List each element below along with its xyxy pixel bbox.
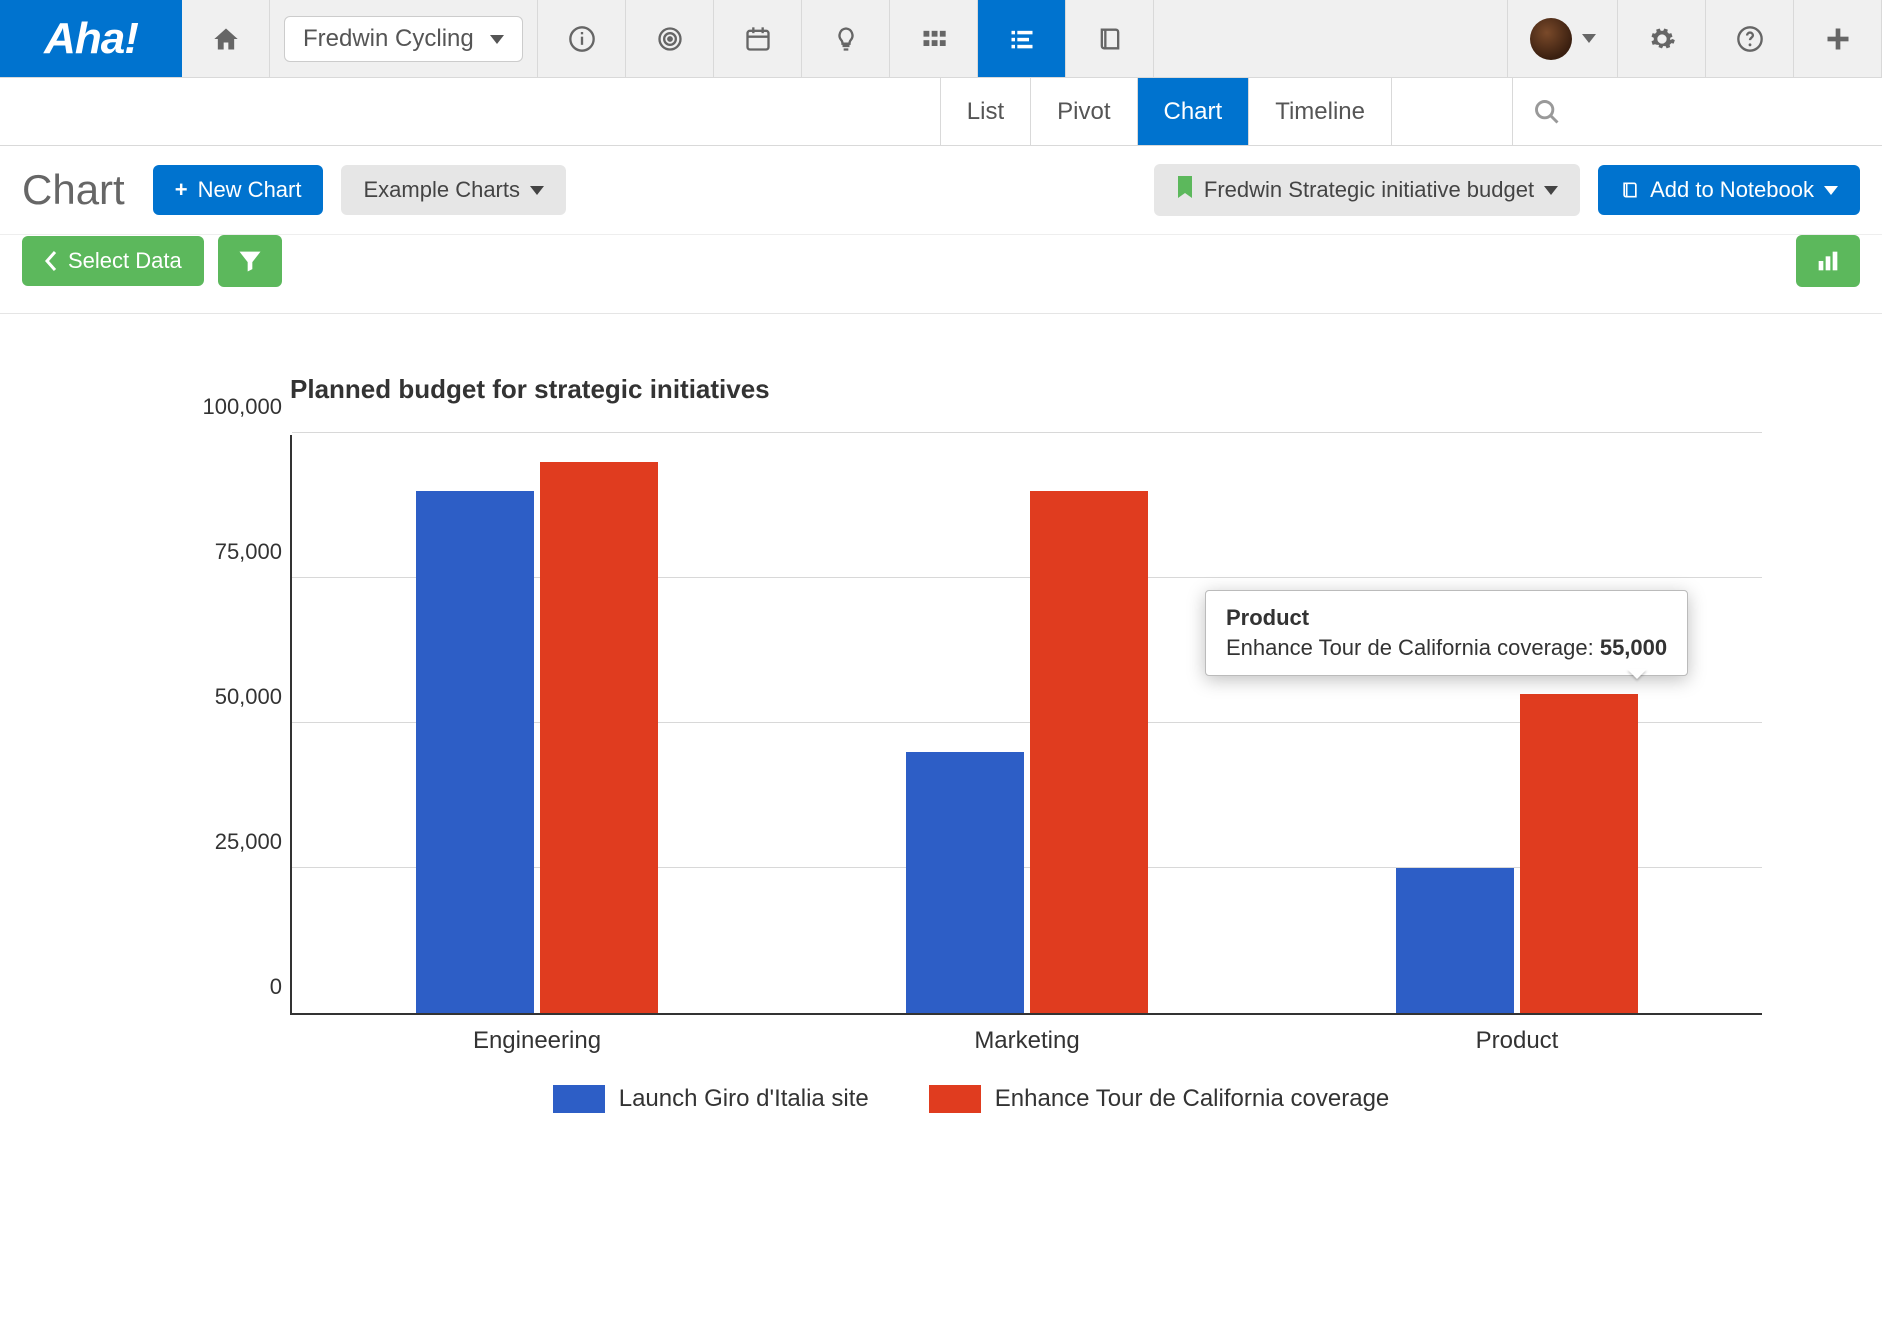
legend-swatch (553, 1085, 605, 1113)
y-tick-label: 75,000 (172, 539, 282, 565)
bookmark-icon (1176, 176, 1194, 204)
example-charts-label: Example Charts (363, 177, 520, 203)
tab-chart[interactable]: Chart (1137, 78, 1250, 145)
lightbulb-icon (832, 25, 860, 53)
nav-strategy-button[interactable] (626, 0, 714, 77)
saved-view-selector[interactable]: Fredwin Strategic initiative budget (1154, 164, 1580, 216)
chart-plot-area: 025,00050,00075,000100,000EngineeringMar… (290, 435, 1762, 1015)
chart-bar[interactable] (1520, 694, 1638, 1013)
legend-swatch (929, 1085, 981, 1113)
calendar-icon (744, 25, 772, 53)
filter-icon (236, 247, 264, 275)
chevron-left-icon (44, 250, 58, 272)
y-tick-label: 25,000 (172, 829, 282, 855)
tab-pivot[interactable]: Pivot (1030, 78, 1137, 145)
help-icon (1736, 25, 1764, 53)
home-icon (212, 25, 240, 53)
chart-title: Planned budget for strategic initiatives (290, 374, 1762, 405)
toolbar-secondary: Select Data (0, 235, 1882, 314)
product-selector-label: Fredwin Cycling (303, 25, 474, 52)
toolbar: Chart + New Chart Example Charts Fredwin… (0, 146, 1882, 235)
chart-bar[interactable] (1396, 868, 1514, 1013)
gear-icon (1648, 25, 1676, 53)
new-chart-button[interactable]: + New Chart (153, 165, 324, 215)
tooltip-title: Product (1226, 605, 1667, 631)
chart-container: Planned budget for strategic initiatives… (0, 314, 1882, 1153)
caret-down-icon (530, 186, 544, 195)
legend-item[interactable]: Launch Giro d'Italia site (553, 1085, 869, 1113)
chart-bar[interactable] (540, 462, 658, 1013)
y-tick-label: 50,000 (172, 684, 282, 710)
nav-releases-button[interactable] (714, 0, 802, 77)
info-icon (568, 25, 596, 53)
caret-down-icon (490, 35, 504, 44)
grid-line (292, 432, 1762, 433)
report-icon (1008, 25, 1036, 53)
caret-down-icon (1582, 34, 1596, 43)
nav-info-button[interactable] (538, 0, 626, 77)
filter-button[interactable] (218, 235, 282, 287)
nav-ideas-button[interactable] (802, 0, 890, 77)
caret-down-icon (1824, 186, 1838, 195)
legend-item[interactable]: Enhance Tour de California coverage (929, 1085, 1389, 1113)
brand-logo[interactable]: Aha! (0, 0, 182, 77)
example-charts-button[interactable]: Example Charts (341, 165, 566, 215)
tab-timeline[interactable]: Timeline (1248, 78, 1392, 145)
tab-list[interactable]: List (940, 78, 1031, 145)
add-to-notebook-label: Add to Notebook (1650, 177, 1814, 203)
plus-icon (1824, 25, 1852, 53)
legend-label: Enhance Tour de California coverage (995, 1085, 1389, 1113)
nav-notebook-button[interactable] (1066, 0, 1154, 77)
add-to-notebook-button[interactable]: Add to Notebook (1598, 165, 1860, 215)
chart-bar[interactable] (906, 752, 1024, 1013)
avatar (1530, 18, 1572, 60)
chart-bar[interactable] (416, 491, 534, 1013)
nav-user-menu[interactable] (1508, 0, 1618, 77)
select-data-button[interactable]: Select Data (22, 236, 204, 286)
y-tick-label: 100,000 (172, 394, 282, 420)
product-selector[interactable]: Fredwin Cycling (270, 0, 538, 77)
subnav-tabs: List Pivot Chart Timeline (941, 78, 1392, 145)
tooltip-body: Enhance Tour de California coverage: 55,… (1226, 635, 1667, 661)
nav-help-button[interactable] (1706, 0, 1794, 77)
nav-features-button[interactable] (890, 0, 978, 77)
new-chart-label: New Chart (198, 177, 302, 203)
bar-chart-icon (1814, 247, 1842, 275)
nav-settings-button[interactable] (1618, 0, 1706, 77)
chart-tooltip: Product Enhance Tour de California covera… (1205, 590, 1688, 676)
page-title: Chart (22, 166, 125, 214)
chart-legend: Launch Giro d'Italia site Enhance Tour de… (180, 1085, 1762, 1113)
saved-view-label: Fredwin Strategic initiative budget (1204, 177, 1534, 203)
grid-icon (920, 25, 948, 53)
top-nav: Aha! Fredwin Cycling (0, 0, 1882, 78)
subnav-search[interactable] (1512, 78, 1882, 145)
notebook-icon (1096, 25, 1124, 53)
search-icon (1533, 98, 1561, 126)
select-data-label: Select Data (68, 248, 182, 274)
nav-spacer (1154, 0, 1508, 77)
plus-icon: + (175, 177, 188, 203)
chart-type-button[interactable] (1796, 235, 1860, 287)
y-tick-label: 0 (172, 974, 282, 1000)
x-tick-label: Product (1476, 1027, 1559, 1055)
notebook-icon (1620, 180, 1640, 200)
nav-reports-button[interactable] (978, 0, 1066, 77)
legend-label: Launch Giro d'Italia site (619, 1085, 869, 1113)
nav-add-button[interactable] (1794, 0, 1882, 77)
chart-bar[interactable] (1030, 491, 1148, 1013)
caret-down-icon (1544, 186, 1558, 195)
x-tick-label: Marketing (974, 1027, 1079, 1055)
nav-home-button[interactable] (182, 0, 270, 77)
x-tick-label: Engineering (473, 1027, 601, 1055)
target-icon (656, 25, 684, 53)
sub-nav: List Pivot Chart Timeline (0, 78, 1882, 146)
